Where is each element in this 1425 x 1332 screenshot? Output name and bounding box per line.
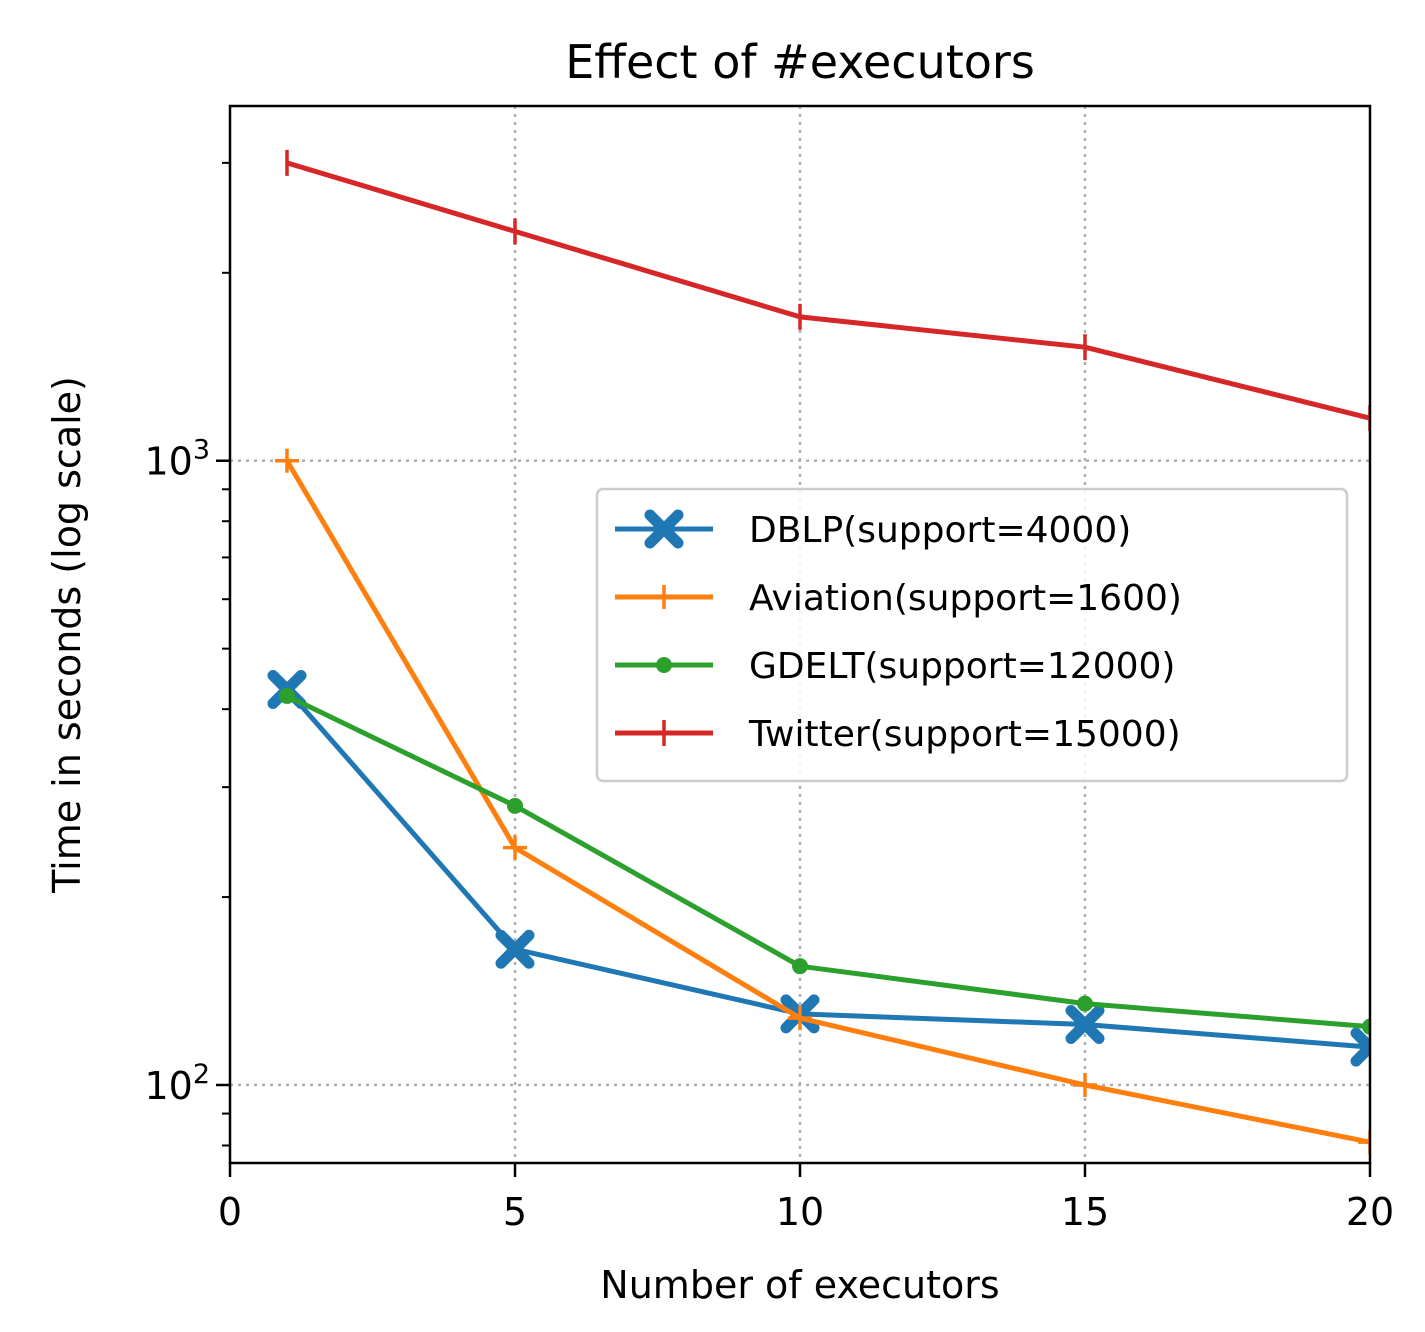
y-tick-exponent: 3	[193, 435, 210, 466]
series-line	[286, 160, 1370, 421]
data-point	[1065, 1005, 1105, 1044]
series-2	[279, 687, 1370, 1035]
legend-marker	[652, 585, 676, 609]
data-point	[275, 448, 299, 473]
data-point	[279, 687, 295, 704]
legend-marker	[644, 509, 684, 549]
legend-entry: DBLP(support=4000)	[615, 509, 1131, 551]
y-tick-exponent: 2	[193, 1059, 210, 1090]
y-axis-label: Time in seconds (log scale)	[45, 376, 89, 894]
series-layer	[267, 149, 1370, 1155]
chart-title: Effect of #executors	[565, 35, 1035, 89]
x-tick-label: 15	[1061, 1190, 1109, 1234]
x-marker-stroke	[1065, 1005, 1105, 1044]
data-point	[495, 929, 535, 969]
legend-entry: Aviation(support=1600)	[615, 578, 1182, 619]
x-tick-label: 20	[1346, 1190, 1394, 1234]
x-tick-label: 10	[776, 1190, 824, 1234]
x-axis: 0 5 10 15 20	[218, 1163, 1394, 1234]
y-tick-base: 10	[144, 440, 192, 484]
data-point	[1350, 1027, 1370, 1067]
x-marker-stroke	[1350, 1027, 1370, 1067]
legend-entry: Twitter(support=15000)	[615, 714, 1181, 755]
y-tick-label: 102	[144, 1059, 210, 1108]
legend-box	[595, 487, 1349, 783]
x-marker-stroke	[644, 509, 684, 549]
data-point	[503, 835, 527, 860]
x-marker-stroke	[495, 929, 535, 969]
legend-label: GDELT(support=12000)	[749, 646, 1175, 687]
series-3	[285, 149, 1370, 432]
x-tick-label: 5	[503, 1190, 527, 1234]
legend-label: Aviation(support=1600)	[749, 578, 1182, 619]
legend-label: DBLP(support=4000)	[749, 510, 1131, 551]
data-point	[792, 958, 808, 975]
data-point	[1077, 995, 1093, 1012]
legend-marker	[656, 657, 672, 673]
y-tick-base: 10	[144, 1064, 192, 1108]
legend: DBLP(support=4000) Aviation(support=1600)…	[595, 487, 1349, 783]
x-tick-label: 0	[218, 1190, 242, 1234]
legend-entry: GDELT(support=12000)	[615, 646, 1175, 687]
x-axis-label: Number of executors	[600, 1263, 999, 1307]
legend-label: Twitter(support=15000)	[748, 714, 1181, 755]
data-point	[507, 797, 523, 814]
data-point	[788, 1006, 812, 1031]
y-tick-label: 103	[144, 435, 210, 484]
data-point	[1362, 1018, 1370, 1035]
series-1	[275, 448, 1370, 1155]
data-point	[1358, 1130, 1370, 1155]
minor-ticks	[222, 161, 230, 1147]
data-point	[1073, 1073, 1097, 1097]
